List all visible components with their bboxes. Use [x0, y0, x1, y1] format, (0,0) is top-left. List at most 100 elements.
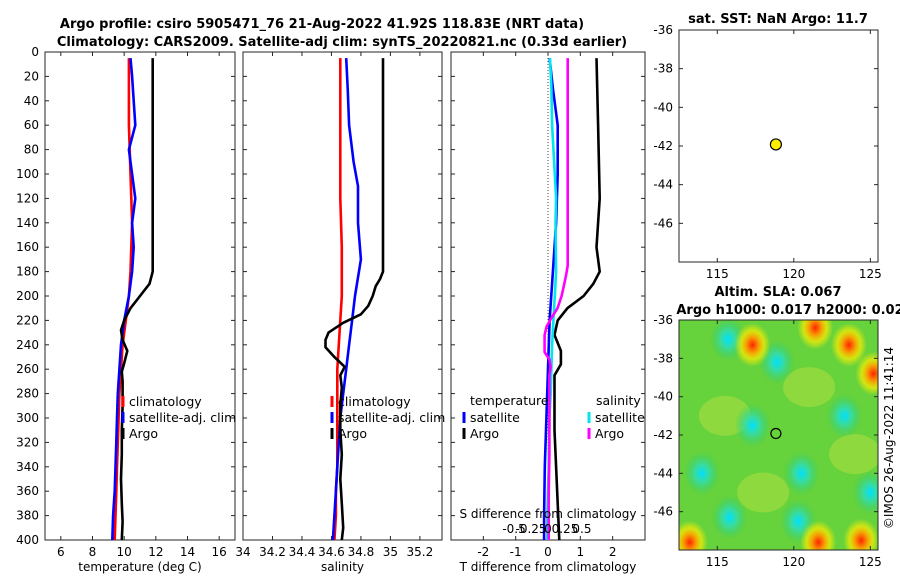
- legend-label-satellite: satellite-adj. clim: [338, 410, 445, 425]
- sla-low-anomaly: [783, 451, 820, 496]
- x-tick-label: 2: [609, 545, 617, 559]
- x-tick-label: 6: [57, 545, 65, 559]
- y-tick-label: -46: [653, 216, 673, 230]
- y-tick-label: -44: [653, 466, 673, 480]
- title-line-2: Climatology: CARS2009. Satellite-adj cli…: [57, 35, 627, 50]
- legend-label-t-satellite: satellite: [470, 410, 520, 425]
- x-axis-label: T difference from climatology: [459, 560, 637, 574]
- y-tick-label: -38: [653, 62, 673, 76]
- sla-map-panel: Altim. SLA: 0.067 Argo h1000: 0.017 h2000…: [653, 285, 900, 569]
- legend-label-climatology: climatology: [338, 394, 411, 409]
- y-tick-label: 380: [16, 509, 39, 523]
- sla-high-anomaly: [797, 320, 834, 350]
- legend-label-argo: Argo: [338, 426, 367, 441]
- y-tick-label: 160: [16, 240, 39, 254]
- sla-low-anomaly: [852, 470, 878, 515]
- s-argo-line: [543, 58, 570, 540]
- temperature-panel: 0 20 40 60 80 100 120 140 160 180 200 220 240 260 280 3…: [16, 45, 236, 574]
- sla-field: [679, 320, 878, 550]
- y-tick-label: 80: [24, 143, 39, 157]
- x-tick-label: 0: [544, 545, 552, 559]
- x-tick-label: 14: [180, 545, 195, 559]
- legend-label-t-argo: Argo: [470, 426, 499, 441]
- sla-patch: [829, 434, 878, 475]
- y-tick-label: 240: [16, 338, 39, 352]
- title-line-1: Argo profile: csiro 5905471_76 21-Aug-20…: [60, 17, 584, 32]
- y-tick-label: 0: [31, 45, 39, 59]
- x-tick-label: 12: [148, 545, 163, 559]
- x-axis-label: temperature (deg C): [78, 560, 201, 574]
- sla-patch: [737, 472, 790, 513]
- sst-map-title: sat. SST: NaN Argo: 11.7: [688, 12, 868, 27]
- argo-line: [119, 58, 154, 541]
- sst-map-panel: sat. SST: NaN Argo: 11.7 -36 -38 -40 -42 -44 -…: [653, 12, 881, 281]
- y-tick-label: -38: [653, 351, 673, 365]
- sla-low-anomaly: [734, 403, 771, 448]
- s-axis-label: S difference from climatology: [460, 507, 637, 521]
- s-tick-label: 0.5: [572, 522, 591, 536]
- x-tick-label: -2: [477, 545, 489, 559]
- y-tick-label: 360: [16, 484, 39, 498]
- y-tick-label: -36: [653, 23, 673, 37]
- x-tick-label: 34.6: [318, 545, 345, 559]
- imos-credit: ©IMOS 26-Aug-2022 11:41:14: [882, 347, 896, 529]
- y-tick-label: -36: [653, 313, 673, 327]
- y-tick-label: 280: [16, 387, 39, 401]
- legend-salinity-header: salinity: [596, 393, 641, 408]
- legend-label-s-satellite: satellite: [595, 410, 645, 425]
- x-axis-label: salinity: [321, 560, 364, 574]
- y-tick-label: -42: [653, 139, 673, 153]
- x-tick-label: 34: [235, 545, 250, 559]
- s-tick-label: -0.25: [515, 522, 546, 536]
- sla-high-anomaly: [679, 520, 708, 550]
- sla-high-anomaly: [843, 518, 878, 550]
- x-tick-label: 35: [383, 545, 398, 559]
- x-tick-label: 1: [577, 545, 585, 559]
- y-tick-label: -40: [653, 390, 673, 404]
- sla-high-anomaly: [830, 322, 867, 367]
- x-tick-label: 125: [859, 267, 882, 281]
- argo-location-marker: [770, 427, 782, 440]
- sla-low-anomaly: [826, 393, 863, 438]
- legend-label-climatology: climatology: [129, 394, 202, 409]
- legend-label-s-argo: Argo: [595, 426, 624, 441]
- y-tick-label: 20: [24, 69, 39, 83]
- sla-low-anomaly: [711, 495, 748, 540]
- x-tick-label: -1: [510, 545, 522, 559]
- sla-map-title-1: Altim. SLA: 0.067: [715, 285, 842, 300]
- y-tick-label: 260: [16, 362, 39, 376]
- y-tick-label: 60: [24, 118, 39, 132]
- y-tick-label: 200: [16, 289, 39, 303]
- y-tick-label: 120: [16, 191, 39, 205]
- sla-patch: [783, 367, 836, 408]
- y-tick-label: -40: [653, 100, 673, 114]
- x-tick-label: 115: [706, 555, 729, 569]
- sla-high-anomaly: [800, 520, 837, 550]
- x-tick-label: 125: [859, 555, 882, 569]
- x-tick-label: 120: [782, 555, 805, 569]
- argo-location-marker: [769, 138, 782, 151]
- sla-low-anomaly: [683, 451, 720, 496]
- y-tick-label: -46: [653, 505, 673, 519]
- x-tick-label: 16: [212, 545, 227, 559]
- y-tick-label: 140: [16, 216, 39, 230]
- salinity-panel: 34 34.2 34.4 34.6 34.8 35 35.2 salinity climatol…: [235, 51, 445, 574]
- y-tick-label: 220: [16, 313, 39, 327]
- y-tick-label: 40: [24, 94, 39, 108]
- legend-temperature-header: temperature: [470, 393, 549, 408]
- y-tick-label: 100: [16, 167, 39, 181]
- sla-map-title-2: Argo h1000: 0.017 h2000: 0.02: [676, 303, 900, 318]
- x-tick-label: 115: [706, 267, 729, 281]
- y-tick-label: 300: [16, 411, 39, 425]
- y-tick-label: 320: [16, 435, 39, 449]
- s-tick-label: -0.5: [502, 522, 525, 536]
- satellite-line: [331, 58, 363, 541]
- s-tick-label: 0: [544, 522, 552, 536]
- legend-label-satellite: satellite-adj. clim: [129, 410, 236, 425]
- y-tick-label: 400: [16, 533, 39, 547]
- x-tick-label: 34.4: [289, 545, 316, 559]
- y-tick-label: -42: [653, 428, 673, 442]
- y-tick-label: -44: [653, 178, 673, 192]
- argo-line: [324, 58, 385, 541]
